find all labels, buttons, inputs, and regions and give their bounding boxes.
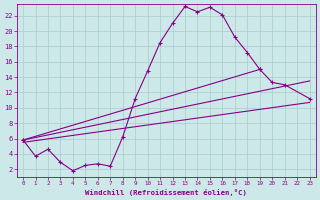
- X-axis label: Windchill (Refroidissement éolien,°C): Windchill (Refroidissement éolien,°C): [85, 189, 247, 196]
